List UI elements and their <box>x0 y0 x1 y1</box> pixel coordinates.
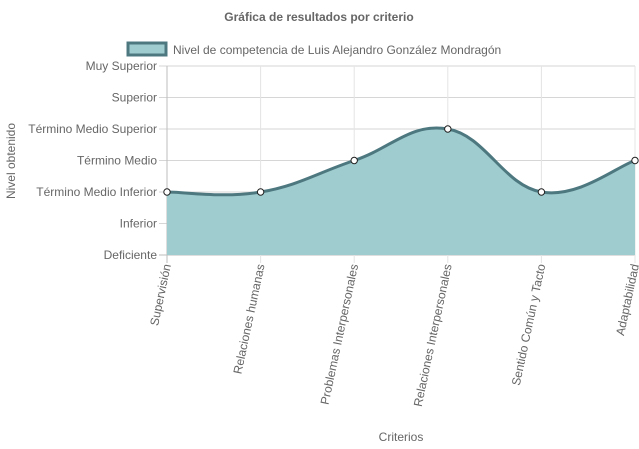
series-points <box>163 125 639 196</box>
data-point[interactable] <box>444 125 452 133</box>
x-tick-label: Relaciones humanas <box>231 263 268 376</box>
legend[interactable]: Nivel de competencia de Luis Alejandro G… <box>126 41 501 57</box>
y-tick-label: Término Medio <box>77 154 157 168</box>
y-axis-title: Nivel obtenido <box>4 123 18 199</box>
y-tick-label: Término Medio Superior <box>28 122 157 136</box>
y-axis-ticks: Deficiente Inferior Término Medio Inferior… <box>28 59 157 262</box>
y-tick-label: Término Medio Inferior <box>36 185 157 199</box>
y-tick-label: Inferior <box>120 217 157 231</box>
y-tick-label: Deficiente <box>104 248 158 262</box>
x-axis-ticks: Supervisión Relaciones humanas Problemas I… <box>147 262 639 407</box>
x-tick-label: Relaciones Interpersonales <box>411 263 455 408</box>
x-tick-label: Supervisión <box>147 263 174 327</box>
legend-swatch <box>126 41 168 57</box>
data-point[interactable] <box>350 156 358 165</box>
chart-title: Gráfica de resultados por criterio <box>224 10 413 24</box>
x-tick-label: Problemas Interpersonales <box>318 263 362 406</box>
data-point[interactable] <box>631 156 639 165</box>
x-tick-label: Sentido Común y Tacto <box>509 262 549 386</box>
data-point[interactable] <box>163 188 171 196</box>
data-point[interactable] <box>537 188 546 196</box>
y-tick-label: Muy Superior <box>86 59 157 73</box>
x-axis-title: Criterios <box>379 430 424 444</box>
y-tick-label: Superior <box>112 91 157 105</box>
data-point[interactable] <box>256 188 265 196</box>
x-tick-label: Adaptabilidad <box>613 263 639 337</box>
series-area <box>167 128 635 255</box>
legend-label: Nivel de competencia de Luis Alejandro G… <box>173 43 501 57</box>
